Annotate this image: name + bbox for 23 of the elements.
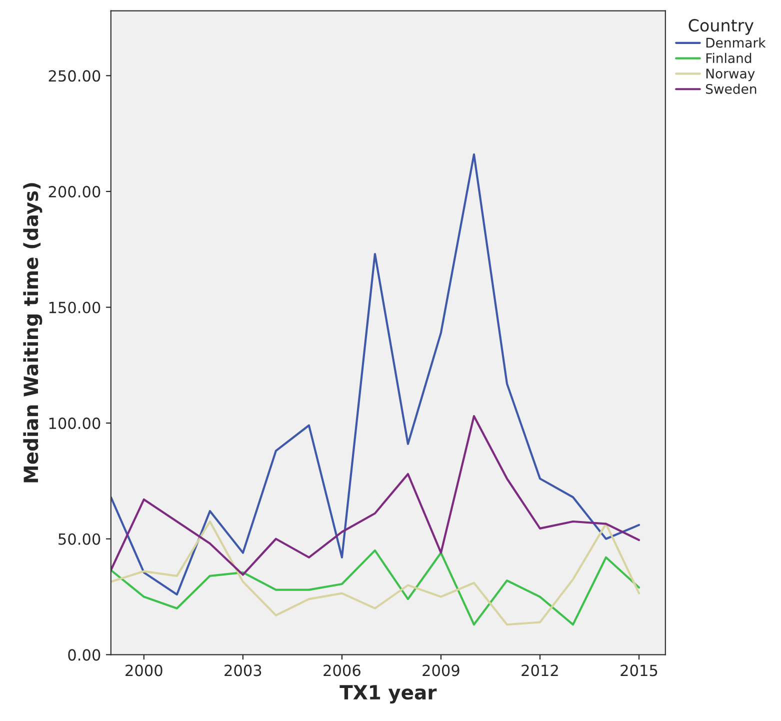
line-series <box>110 549 640 626</box>
y-tick-label: 200.00 <box>48 186 100 198</box>
line-series <box>110 153 640 596</box>
x-tick-label: 2015 <box>620 664 658 676</box>
legend-label: Norway <box>706 68 755 82</box>
line-series <box>110 415 640 576</box>
y-tick-label: 250.00 <box>48 70 100 82</box>
legend-title: Country <box>688 19 754 35</box>
y-tick-label: 100.00 <box>49 418 100 430</box>
x-tick-label: 2006 <box>324 664 360 676</box>
x-tick-label: 2012 <box>522 664 558 676</box>
line-series <box>110 520 640 626</box>
legend-label: Finland <box>706 52 752 64</box>
x-axis-title: TX1 year <box>340 685 437 704</box>
y-tick-label: 0.00 <box>68 649 100 661</box>
y-tick-label: 150.00 <box>49 302 100 314</box>
x-tick-label: 2003 <box>224 664 262 676</box>
x-tick-label: 2009 <box>422 664 460 676</box>
legend-label: Denmark <box>706 38 766 48</box>
legend-label: Sweden <box>706 84 756 94</box>
y-tick-label: 50.00 <box>58 533 100 545</box>
x-tick-label: 2000 <box>126 664 162 676</box>
y-axis-title: Median Waiting time (days) <box>23 183 42 482</box>
